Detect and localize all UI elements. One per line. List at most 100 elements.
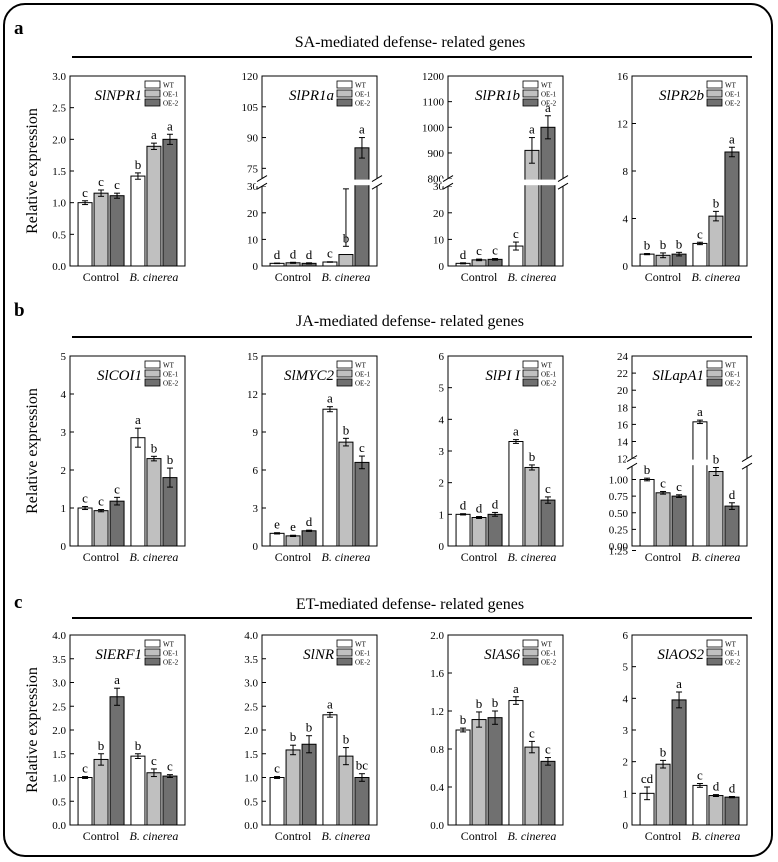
bar-wt (639, 253, 655, 267)
plot-frame (631, 355, 748, 547)
y-tick-label: 3 (439, 446, 445, 458)
bar-oe-2 (724, 151, 740, 267)
y-axis-label: Relative expression (24, 667, 41, 793)
gene-title: SlLapA1 (652, 368, 704, 384)
plot-frame (261, 75, 378, 267)
bar-oe-1 (285, 749, 301, 826)
legend-label: OE-1 (163, 91, 179, 99)
y-tick-label: 16 (617, 419, 629, 431)
y-tick-label: 3.5 (52, 654, 66, 666)
legend-label: WT (163, 641, 175, 649)
y-tick-label: 0.5 (52, 229, 66, 241)
significance-letter: c (492, 243, 498, 258)
bar-oe-2 (109, 500, 125, 547)
bar-oe-1 (146, 145, 162, 267)
bar-oe-2 (540, 760, 556, 826)
legend-swatch (336, 98, 353, 107)
legend-swatch (706, 378, 723, 387)
significance-letter: b (713, 195, 720, 210)
significance-letter: b (343, 422, 350, 437)
bar-oe-2 (162, 775, 178, 826)
legend-swatch (336, 360, 353, 369)
bar-wt (130, 755, 146, 826)
x-tick-label-control: Control (645, 829, 682, 843)
significance-letter: b (644, 238, 651, 253)
bar-oe-1 (146, 458, 162, 547)
significance-letter: d (476, 501, 483, 516)
significance-letter: b (167, 452, 174, 467)
bar-oe-2 (301, 530, 317, 547)
panel-letter-a: a (14, 18, 24, 39)
significance-letter: b (98, 738, 105, 753)
axis-break-mark (626, 455, 638, 463)
bar-oe-1 (338, 254, 354, 267)
bar-wt (455, 729, 471, 826)
significance-letter: a (114, 672, 120, 687)
legend-swatch (522, 369, 539, 378)
y-tick-label: 0.50 (609, 508, 629, 520)
y-tick-label: 2 (61, 465, 67, 477)
y-tick-label: 0.0 (52, 261, 66, 273)
y-tick-label: 20 (433, 208, 445, 220)
legend-label: WT (355, 641, 367, 649)
significance-letter: a (327, 696, 333, 711)
significance-letter: c (114, 177, 120, 192)
legend-label: OE-1 (163, 371, 179, 379)
bar-oe-1 (655, 763, 671, 826)
significance-letter: e (274, 517, 280, 532)
legend-swatch (706, 98, 723, 107)
y-tick-label: 0.5 (244, 796, 258, 808)
bar-wt (692, 242, 708, 267)
axis-break-mark (626, 462, 638, 470)
bar-oe-1 (93, 510, 109, 547)
significance-letter: c (545, 481, 551, 496)
y-tick-label: 12 (617, 454, 628, 466)
bar-wt (692, 784, 708, 826)
y-tick-label: 1.0 (52, 198, 66, 210)
legend-swatch (336, 80, 353, 89)
axis-break-mark (371, 175, 383, 183)
bar-oe-1 (285, 535, 301, 547)
significance-letter: d (713, 779, 720, 794)
axis-break-mark (442, 182, 454, 190)
y-tick-label: 3.0 (244, 678, 258, 690)
significance-letter: c (98, 494, 104, 509)
legend-swatch (144, 378, 161, 387)
significance-letter: a (729, 131, 735, 146)
y-tick-label: 3 (623, 725, 629, 737)
significance-letter: d (492, 496, 499, 511)
section-rule-sa (72, 56, 752, 58)
significance-letter: cd (641, 771, 654, 786)
legend-label: OE-2 (163, 659, 179, 667)
significance-letter: c (660, 475, 666, 490)
significance-letter: a (513, 681, 519, 696)
bar-wt (77, 202, 93, 267)
x-tick-label-bcinerea: B. cinerea (130, 550, 179, 564)
y-tick-label: 4 (439, 414, 445, 426)
legend-label: OE-1 (541, 91, 557, 99)
y-tick-label: 30 (433, 181, 445, 193)
bar-break-gap (691, 459, 708, 466)
bar-oe-1 (471, 719, 487, 826)
legend-swatch (336, 657, 353, 666)
legend-label: OE-2 (541, 100, 557, 108)
significance-letter: c (529, 725, 535, 740)
plot-frame (447, 75, 564, 267)
significance-letter: b (713, 452, 720, 467)
y-tick-label: 1.00 (609, 475, 629, 487)
legend-swatch (144, 369, 161, 378)
y-tick-label: 1.25 (609, 546, 629, 558)
legend-label: OE-1 (163, 650, 179, 658)
bar-wt (508, 441, 524, 547)
bar-wt (269, 777, 285, 826)
y-tick-label: 12 (617, 119, 628, 131)
bar-oe-1 (338, 441, 354, 547)
y-tick-label: 4 (623, 693, 629, 705)
significance-letter: a (545, 100, 551, 115)
legend-swatch (522, 80, 539, 89)
y-tick-label: 1200 (422, 71, 445, 83)
legend-swatch (706, 657, 723, 666)
